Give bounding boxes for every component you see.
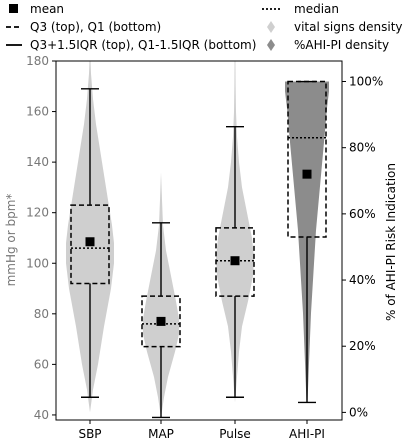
iqr-box-pulse bbox=[215, 227, 255, 297]
right-tick-label-80: 80% bbox=[349, 141, 376, 155]
boxes bbox=[70, 80, 327, 419]
x-tick-label-sbp: SBP bbox=[78, 427, 101, 440]
x-tick-label-ahi-pi: AHI-PI bbox=[289, 427, 325, 440]
legend-ahi-density-label: %AHI-PI density bbox=[294, 38, 389, 52]
left-tick-label-60: 60 bbox=[34, 357, 49, 371]
mean-marker-ahi-pi bbox=[302, 169, 312, 179]
right-tick-label-60: 60% bbox=[349, 207, 376, 221]
mean-marker-map bbox=[156, 316, 166, 326]
mean-marker-sbp bbox=[85, 237, 95, 247]
iqr-box-map bbox=[141, 295, 181, 348]
left-axis-label: mmHg or bpm* bbox=[4, 194, 18, 287]
right-axis: 0% 20% 40% 60% 80% 100% bbox=[342, 75, 383, 419]
x-tick-label-map: MAP bbox=[148, 427, 174, 440]
left-tick-label-80: 80 bbox=[34, 307, 49, 321]
legend-ahi-density-marker bbox=[267, 39, 275, 51]
legend-median-label: median bbox=[294, 2, 339, 16]
right-tick-label-0: 0% bbox=[349, 405, 368, 419]
legend-whisker-label: Q3+1.5IQR (top), Q1-1.5IQR (bottom) bbox=[30, 38, 256, 52]
right-tick-label-40: 40% bbox=[349, 273, 376, 287]
legend-vital-density-label: vital signs density bbox=[294, 20, 403, 34]
iqr-box-ahi-pi bbox=[287, 80, 327, 238]
left-tick-label-180: 180 bbox=[26, 54, 49, 68]
violin-pulse bbox=[216, 61, 254, 403]
legend-vital-density-marker bbox=[267, 21, 275, 33]
left-tick-label-140: 140 bbox=[26, 155, 49, 169]
violins bbox=[66, 61, 329, 418]
x-axis: SBP MAP Pulse AHI-PI bbox=[78, 420, 325, 440]
right-tick-label-100: 100% bbox=[349, 75, 383, 89]
right-tick-label-20: 20% bbox=[349, 339, 376, 353]
plot-frame bbox=[55, 60, 343, 421]
left-tick-label-100: 100 bbox=[26, 256, 49, 270]
x-tick-label-pulse: Pulse bbox=[219, 427, 251, 440]
legend-q3q1-label: Q3 (top), Q1 (bottom) bbox=[30, 20, 161, 34]
legend-mean-label: mean bbox=[30, 2, 64, 16]
left-tick-label-120: 120 bbox=[26, 206, 49, 220]
right-axis-label: % of AHI-PI Risk Indication bbox=[384, 163, 398, 321]
iqr-box-sbp bbox=[70, 204, 110, 285]
mean-marker-pulse bbox=[230, 256, 240, 266]
left-tick-label-40: 40 bbox=[34, 408, 49, 422]
legend-mean-marker bbox=[9, 4, 18, 13]
legend: mean Q3 (top), Q1 (bottom) Q3+1.5IQR (to… bbox=[6, 2, 403, 52]
left-axis: 40 60 80 100 120 140 160 180 bbox=[26, 54, 56, 422]
violin-sbp bbox=[66, 61, 114, 413]
left-tick-label-160: 160 bbox=[26, 105, 49, 119]
